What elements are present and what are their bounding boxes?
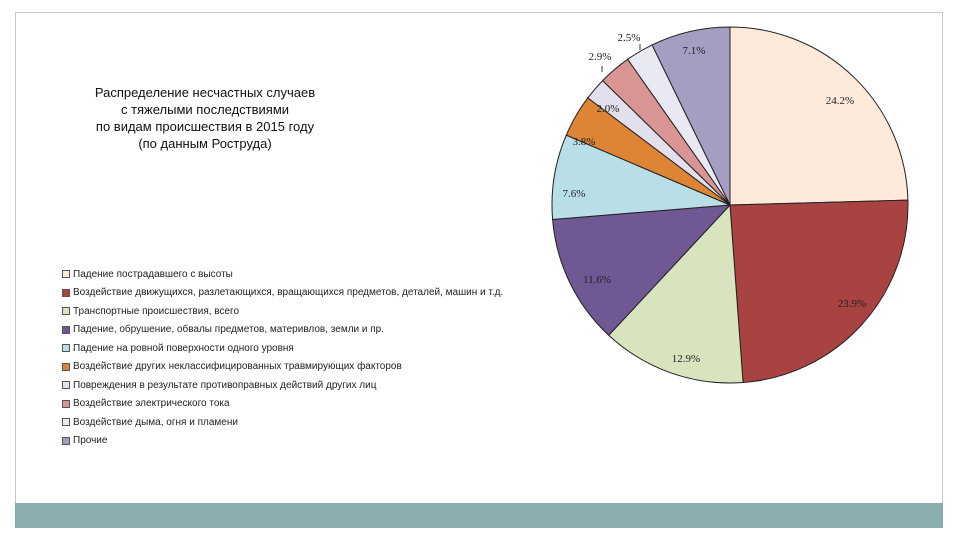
legend-label: Воздействие других неклассифицированных … — [73, 361, 402, 373]
legend-label: Воздействие движущихся, разлетающихся, в… — [73, 287, 504, 299]
legend-label: Транспортные происшествия, всего — [73, 305, 240, 317]
legend-label: Падение на ровной поверхности одного уро… — [73, 342, 294, 354]
legend-label: Воздействие дыма, огня и пламени — [73, 416, 238, 428]
legend-item: Падение пострадавшего с высоты — [62, 265, 503, 284]
legend-swatch — [62, 381, 70, 390]
legend-label: Воздействие электрического тока — [73, 398, 230, 410]
chart-title-line-3: по видам происшествия в 2015 году — [95, 119, 315, 134]
chart-title-line-4: (по данным Роструда) — [138, 136, 272, 151]
legend-item: Падение на ровной поверхности одного уро… — [62, 339, 503, 358]
legend-swatch — [62, 344, 70, 353]
legend-label: Падение пострадавшего с высоты — [73, 268, 233, 280]
slice-data-label: 7.6% — [563, 188, 586, 200]
legend-item: Воздействие электрического тока — [62, 395, 503, 414]
legend-swatch — [62, 436, 70, 445]
legend-swatch — [62, 418, 70, 427]
legend-item: Повреждения в результате противоправных … — [62, 376, 503, 395]
legend-item: Прочие — [62, 432, 503, 451]
pie-slice — [608, 203, 744, 384]
slice-data-label: 11.6% — [583, 274, 611, 286]
slice-data-label: 12.9% — [672, 353, 700, 365]
bottom-bar — [15, 503, 943, 528]
legend-item: Транспортные происшествия, всего — [62, 302, 503, 321]
legend-swatch — [62, 270, 70, 279]
pie-slice — [552, 204, 732, 337]
slice-data-label: 3.8% — [573, 136, 596, 148]
legend-label: Повреждения в результате противоправных … — [73, 379, 377, 391]
legend-swatch — [62, 288, 70, 297]
legend-item: Падение, обрушение, обвалы предметов, ма… — [62, 321, 503, 340]
slice-data-label: 2.5% — [618, 32, 641, 44]
chart-legend: Падение пострадавшего с высоты Воздействи… — [62, 265, 503, 450]
pie-slice — [729, 199, 909, 384]
pie-slice — [651, 26, 731, 206]
slice-data-label: 24.2% — [826, 95, 854, 107]
legend-swatch — [62, 307, 70, 316]
chart-title-line-2: с тяжелыми последствиями — [120, 102, 290, 117]
chart-title-line-1: Распределение несчастных случаев — [94, 85, 316, 100]
legend-label: Прочие — [73, 435, 108, 447]
chart-title: Распределение несчастных случаев с тяжел… — [55, 84, 355, 152]
legend-item: Воздействие движущихся, разлетающихся, в… — [62, 284, 503, 303]
pie-slice — [729, 26, 909, 206]
legend-label: Падение, обрушение, обвалы предметов, ма… — [73, 324, 385, 336]
slice-data-label: 7.1% — [683, 45, 706, 57]
slice-data-label: 2.9% — [589, 51, 612, 63]
slice-data-label: 2.0% — [597, 103, 620, 115]
legend-swatch — [62, 399, 70, 408]
legend-swatch — [62, 362, 70, 371]
legend-item: Воздействие других неклассифицированных … — [62, 358, 503, 377]
legend-swatch — [62, 325, 70, 334]
slice-data-label: 23.9% — [838, 298, 866, 310]
legend-item: Воздействие дыма, огня и пламени — [62, 413, 503, 432]
